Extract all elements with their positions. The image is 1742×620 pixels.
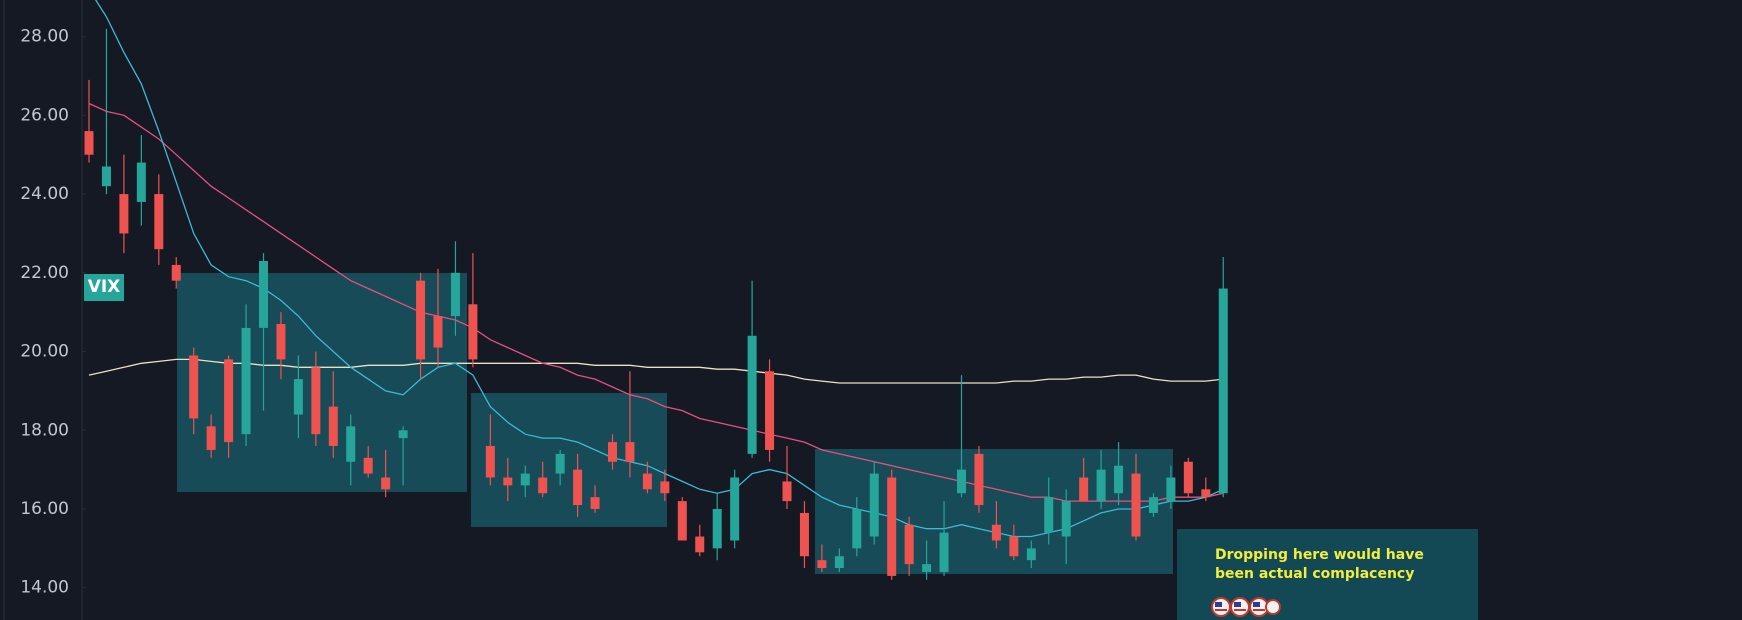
annotation-text: Dropping here would have been actual com…: [1215, 547, 1424, 582]
candle-body: [416, 280, 426, 360]
flag-icon: [1265, 599, 1281, 615]
candle-body: [747, 335, 757, 454]
candle-body: [520, 473, 530, 486]
y-tick-label: 28.00: [20, 27, 69, 47]
candle-body: [433, 316, 443, 348]
moving-average-line: [88, 102, 1224, 502]
moving-average-line: [94, 0, 1224, 538]
candle-body: [450, 272, 460, 317]
candle-body: [957, 469, 966, 494]
candle-body: [625, 442, 635, 462]
candle-body: [1061, 501, 1071, 537]
candle-body: [799, 512, 809, 557]
candle-body: [503, 477, 513, 486]
y-tick-label: 14.00: [20, 578, 69, 598]
candle-body: [224, 359, 234, 443]
candle-body: [642, 473, 652, 490]
candle-body: [363, 457, 373, 474]
moving-average-line: [88, 358, 1224, 384]
candle-body: [765, 371, 775, 450]
candle-body: [119, 194, 129, 234]
candle-body: [311, 367, 321, 435]
candle-body: [817, 560, 827, 569]
flag-icon: [1211, 597, 1231, 617]
y-tick-label: 18.00: [20, 420, 69, 440]
candle-body: [346, 426, 356, 462]
annotation-box: Dropping here would have been actual com…: [1177, 529, 1478, 620]
candle-body: [1114, 465, 1124, 494]
candle-body: [677, 501, 687, 541]
candle-body: [1009, 536, 1019, 557]
candle-body: [922, 564, 932, 572]
candle-body: [171, 264, 181, 281]
candle-body: [1026, 548, 1036, 561]
candle-body: [991, 524, 1001, 541]
y-tick-label: 20.00: [20, 342, 69, 362]
candle-body: [276, 323, 286, 360]
flag-icon: [1230, 597, 1250, 617]
y-axis: 14.00 16.00 18.00 20.00 22.00 24.00 26.00 28.00: [20, 27, 86, 598]
candle-body: [538, 477, 548, 494]
candle-body: [555, 453, 565, 474]
symbol-label: VIX: [84, 274, 124, 301]
candle-body: [712, 508, 722, 549]
candle-body: [904, 524, 914, 565]
candle-body: [485, 446, 495, 478]
candle-body: [259, 260, 268, 328]
candle-body: [869, 473, 879, 537]
candle-body: [1044, 497, 1054, 533]
candle-body: [695, 536, 705, 553]
zones: [177, 273, 1173, 574]
candle-body: [730, 477, 740, 541]
y-tick-label: 24.00: [20, 184, 69, 204]
candle-body: [573, 469, 583, 506]
candle-body: [974, 453, 984, 506]
zone-box: [471, 393, 667, 527]
candle-body: [660, 481, 670, 494]
flag-icons: [1211, 597, 1281, 617]
candle-body: [189, 355, 199, 419]
candle-body: [1218, 288, 1228, 494]
candle-body: [834, 556, 844, 569]
y-tick-label: 26.00: [20, 105, 69, 125]
candle-body: [381, 477, 391, 490]
candle-body: [1079, 477, 1089, 502]
candle-body: [1131, 473, 1141, 537]
candle-body: [887, 477, 897, 576]
candle-body: [328, 406, 338, 447]
candle-body: [1096, 469, 1106, 502]
candle-body: [398, 430, 408, 439]
candle-body: [1201, 489, 1211, 498]
y-tick-label: 22.00: [20, 263, 69, 283]
candle-body: [241, 327, 251, 435]
candle-body: [1183, 461, 1193, 494]
y-tick-label: 16.00: [20, 499, 69, 519]
plot: [84, 0, 1228, 580]
candle-body: [1166, 477, 1176, 502]
candle-body: [101, 166, 111, 187]
candle-body: [939, 532, 949, 572]
candle-body: [84, 131, 94, 155]
candle-body: [468, 304, 478, 360]
candle-body: [608, 442, 617, 462]
candle-body: [1148, 497, 1158, 513]
candle-body: [293, 379, 303, 415]
candle-body: [590, 497, 600, 509]
candle-body: [782, 481, 792, 502]
candle-body: [136, 162, 146, 202]
candle-body: [206, 426, 216, 450]
candle-body: [852, 508, 862, 549]
candle-body: [154, 194, 164, 250]
